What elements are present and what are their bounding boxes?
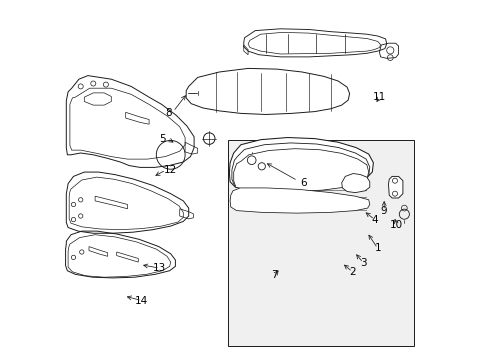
Text: 9: 9 xyxy=(380,206,386,216)
Polygon shape xyxy=(231,143,369,191)
Text: 2: 2 xyxy=(348,267,355,277)
Text: 6: 6 xyxy=(300,178,306,188)
Bar xyxy=(228,140,413,346)
Text: 4: 4 xyxy=(371,215,377,225)
Text: 12: 12 xyxy=(164,165,177,175)
Text: 11: 11 xyxy=(372,92,386,102)
Polygon shape xyxy=(229,138,373,192)
Text: 10: 10 xyxy=(389,220,403,230)
Text: 8: 8 xyxy=(165,108,172,118)
Text: 5: 5 xyxy=(159,134,165,144)
Polygon shape xyxy=(341,174,369,193)
Text: 13: 13 xyxy=(153,263,166,273)
Text: 14: 14 xyxy=(135,296,148,306)
Text: 3: 3 xyxy=(359,258,366,268)
Polygon shape xyxy=(387,176,402,198)
Polygon shape xyxy=(230,188,369,213)
Text: 7: 7 xyxy=(270,270,277,280)
Text: 1: 1 xyxy=(374,243,380,253)
Polygon shape xyxy=(233,149,368,192)
